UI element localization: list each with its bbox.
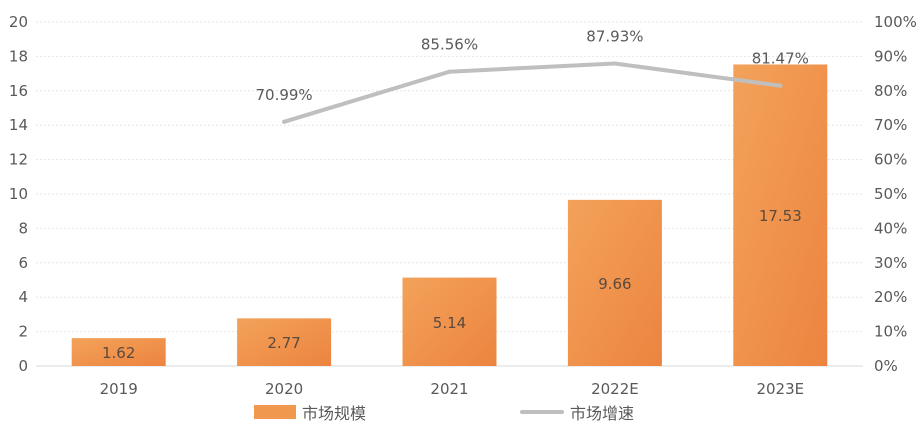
- bar: [733, 64, 828, 366]
- bar-data-label: 17.53: [759, 207, 802, 225]
- bar-data-label: 1.62: [102, 344, 135, 362]
- y-right-tick-label: 50%: [874, 185, 907, 203]
- bar: [567, 199, 662, 366]
- data-labels: 1.62 2.77 5.14 9.66 17.53 70.99% 85.56% 87.93% 8…: [102, 28, 809, 363]
- y-left-tick-label: 2: [18, 323, 28, 341]
- y-right-tick-label: 30%: [874, 254, 907, 272]
- bar: [237, 318, 332, 366]
- y-left-tick-label: 10: [9, 185, 28, 203]
- legend-bar-swatch: [254, 405, 296, 419]
- line-data-label: 81.47%: [752, 50, 809, 68]
- y-left-tick-label: 20: [9, 13, 28, 31]
- y-right-tick-label: 90%: [874, 47, 907, 65]
- y-right-tick-label: 10%: [874, 323, 907, 341]
- line-data-label: 87.93%: [586, 28, 643, 46]
- bar-data-label: 9.66: [598, 275, 631, 293]
- y-right-tick-label: 0%: [874, 357, 898, 375]
- x-tick-label: 2021: [430, 380, 468, 398]
- y-right-tick-label: 20%: [874, 288, 907, 306]
- line-data-label: 70.99%: [255, 86, 312, 104]
- y-left-tick-label: 4: [18, 288, 28, 306]
- x-tick-label: 2020: [265, 380, 303, 398]
- bar-series: [71, 64, 828, 366]
- axes: 0 2 4 6 8 10 12 14 16 18 20 0% 10% 20% 30% 40% 50% 60% 70%…: [9, 13, 917, 398]
- growth-line: [282, 61, 783, 124]
- bar-data-label: 2.77: [267, 334, 300, 352]
- line-point: [447, 69, 452, 74]
- bar: [402, 277, 497, 366]
- x-tick-label: 2022E: [591, 380, 639, 398]
- y-right-tick-label: 70%: [874, 116, 907, 134]
- y-left-tick-label: 12: [9, 151, 28, 169]
- legend-item-line: 市场增速: [520, 398, 634, 426]
- x-tick-label: 2019: [100, 380, 138, 398]
- legend-bar-label: 市场规模: [302, 404, 367, 423]
- y-left-tick-label: 6: [18, 254, 28, 272]
- legend-line-swatch: [520, 410, 564, 414]
- line-point: [612, 61, 617, 66]
- y-right-tick-label: 80%: [874, 82, 907, 100]
- y-left-tick-label: 18: [9, 47, 28, 65]
- line-data-label: 85.56%: [421, 36, 478, 54]
- line-point: [282, 119, 287, 124]
- y-left-tick-label: 16: [9, 82, 28, 100]
- y-left-tick-label: 14: [9, 116, 28, 134]
- legend: 市场规模 市场增速: [0, 398, 923, 426]
- bar: [71, 338, 166, 366]
- y-right-tick-label: 60%: [874, 151, 907, 169]
- y-right-tick-label: 100%: [874, 13, 917, 31]
- legend-line-label: 市场增速: [570, 404, 635, 423]
- y-right-tick-label: 40%: [874, 219, 907, 237]
- gridlines: [36, 21, 863, 333]
- y-left-tick-label: 8: [18, 219, 28, 237]
- legend-item-bar: 市场规模: [254, 398, 366, 426]
- x-tick-label: 2023E: [756, 380, 804, 398]
- y-left-tick-label: 0: [18, 357, 28, 375]
- line-series: [282, 61, 783, 124]
- bar-data-label: 5.14: [433, 314, 466, 332]
- line-point: [778, 83, 783, 88]
